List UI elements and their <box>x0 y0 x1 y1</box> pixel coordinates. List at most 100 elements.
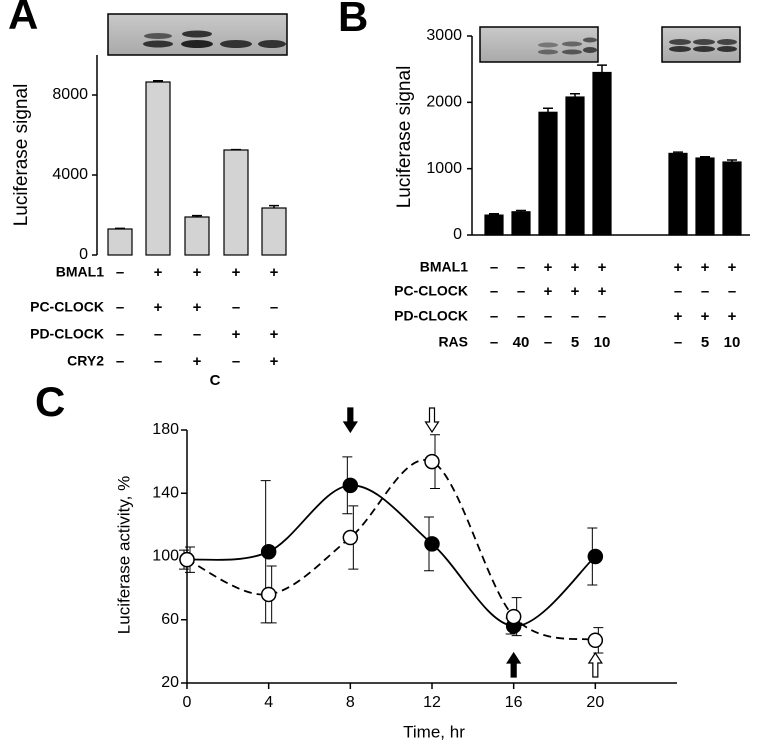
error-bar <box>489 213 499 216</box>
condition-cell: + <box>544 283 553 300</box>
y-tick-label: 4000 <box>52 166 88 183</box>
y-axis-label: Luciferase signal <box>11 84 32 227</box>
series-line <box>186 484 596 627</box>
error-bar <box>192 214 202 217</box>
condition-cell: – <box>154 353 162 370</box>
condition-cell: + <box>232 326 241 343</box>
condition-label: PD-CLOCK <box>30 326 104 342</box>
error-bar <box>727 159 737 163</box>
error-bar <box>153 80 163 82</box>
condition-cell: – <box>544 308 552 325</box>
bar <box>184 216 210 256</box>
bar <box>145 81 171 256</box>
error-bar <box>115 227 125 230</box>
y-axis-label: Luciferase signal <box>394 66 415 209</box>
error-bar <box>673 151 683 154</box>
bar <box>511 211 531 236</box>
condition-cell: – <box>701 283 709 300</box>
data-point <box>260 586 277 603</box>
condition-label: PC-CLOCK <box>394 283 468 299</box>
condition-cell: + <box>674 259 683 276</box>
gel-inset-b2 <box>661 26 741 63</box>
error-bar <box>516 209 526 212</box>
condition-cell: + <box>154 264 163 281</box>
condition-cell: 10 <box>724 334 741 351</box>
condition-cell: – <box>517 283 525 300</box>
condition-cell: – <box>232 299 240 316</box>
y-tick-label: 0 <box>79 246 88 263</box>
condition-cell: + <box>270 353 279 370</box>
condition-cell: – <box>116 326 124 343</box>
bar <box>223 149 249 256</box>
bar <box>592 71 612 236</box>
condition-cell: + <box>270 326 279 343</box>
gel-inset-b1 <box>479 26 599 63</box>
y-tick-label: 100 <box>152 548 179 565</box>
arrow <box>424 407 440 434</box>
condition-cell: + <box>701 259 710 276</box>
x-tick-label: 8 <box>346 694 355 711</box>
data-point <box>587 548 604 565</box>
y-tick-label: 60 <box>161 611 179 628</box>
bar <box>538 111 558 236</box>
condition-cell: + <box>571 283 580 300</box>
y-tick-label: 180 <box>152 421 179 438</box>
bar <box>722 161 742 236</box>
condition-label: CRY2 <box>67 353 104 369</box>
bar <box>565 96 585 236</box>
error-bar <box>597 64 607 73</box>
condition-cell: + <box>571 259 580 276</box>
condition-cell: + <box>728 308 737 325</box>
condition-cell: + <box>728 259 737 276</box>
condition-cell: + <box>232 264 241 281</box>
condition-label: PD-CLOCK <box>394 308 468 324</box>
data-point <box>587 632 604 649</box>
condition-cell: – <box>116 353 124 370</box>
condition-cell: – <box>490 259 498 276</box>
bar <box>484 214 504 236</box>
x-axis-label: Time, hr <box>403 722 465 741</box>
y-tick-label: 3000 <box>426 27 462 44</box>
bar <box>668 152 688 236</box>
condition-cell: + <box>193 264 202 281</box>
panel-label: C <box>35 378 65 425</box>
x-tick-label: 4 <box>264 694 273 711</box>
panel-label: A <box>8 0 38 38</box>
y-tick-label: 8000 <box>52 86 88 103</box>
error-bar <box>570 92 580 98</box>
panel-label: B <box>338 0 368 40</box>
error-bar <box>543 107 553 113</box>
condition-cell: – <box>193 326 201 343</box>
y-tick-label: 0 <box>453 226 462 243</box>
condition-cell: – <box>490 308 498 325</box>
data-point <box>260 544 277 560</box>
condition-cell: – <box>154 326 162 343</box>
x-tick-label: 20 <box>586 694 604 711</box>
condition-cell: – <box>490 334 498 351</box>
condition-cell: – <box>728 283 736 300</box>
condition-cell: 5 <box>701 334 709 351</box>
condition-cell: – <box>116 264 124 281</box>
arrow <box>506 651 522 678</box>
data-point <box>179 551 195 568</box>
condition-cell: – <box>490 283 498 300</box>
y-tick-label: 140 <box>152 484 179 501</box>
arrow <box>587 651 603 678</box>
y-tick-label: 1000 <box>426 160 462 177</box>
data-point <box>342 477 359 494</box>
condition-cell: – <box>116 299 124 316</box>
condition-label: BMAL1 <box>56 264 104 280</box>
condition-cell: + <box>193 353 202 370</box>
condition-cell: – <box>571 308 579 325</box>
condition-cell: – <box>270 299 278 316</box>
data-point <box>505 608 522 625</box>
condition-cell: 10 <box>594 334 611 351</box>
series-line <box>186 459 596 642</box>
x-tick-label: 0 <box>183 694 192 711</box>
condition-cell: + <box>193 299 202 316</box>
x-tick-label: 12 <box>423 694 441 711</box>
condition-cell: + <box>270 264 279 281</box>
condition-cell: – <box>544 334 552 351</box>
condition-cell: – <box>674 283 682 300</box>
